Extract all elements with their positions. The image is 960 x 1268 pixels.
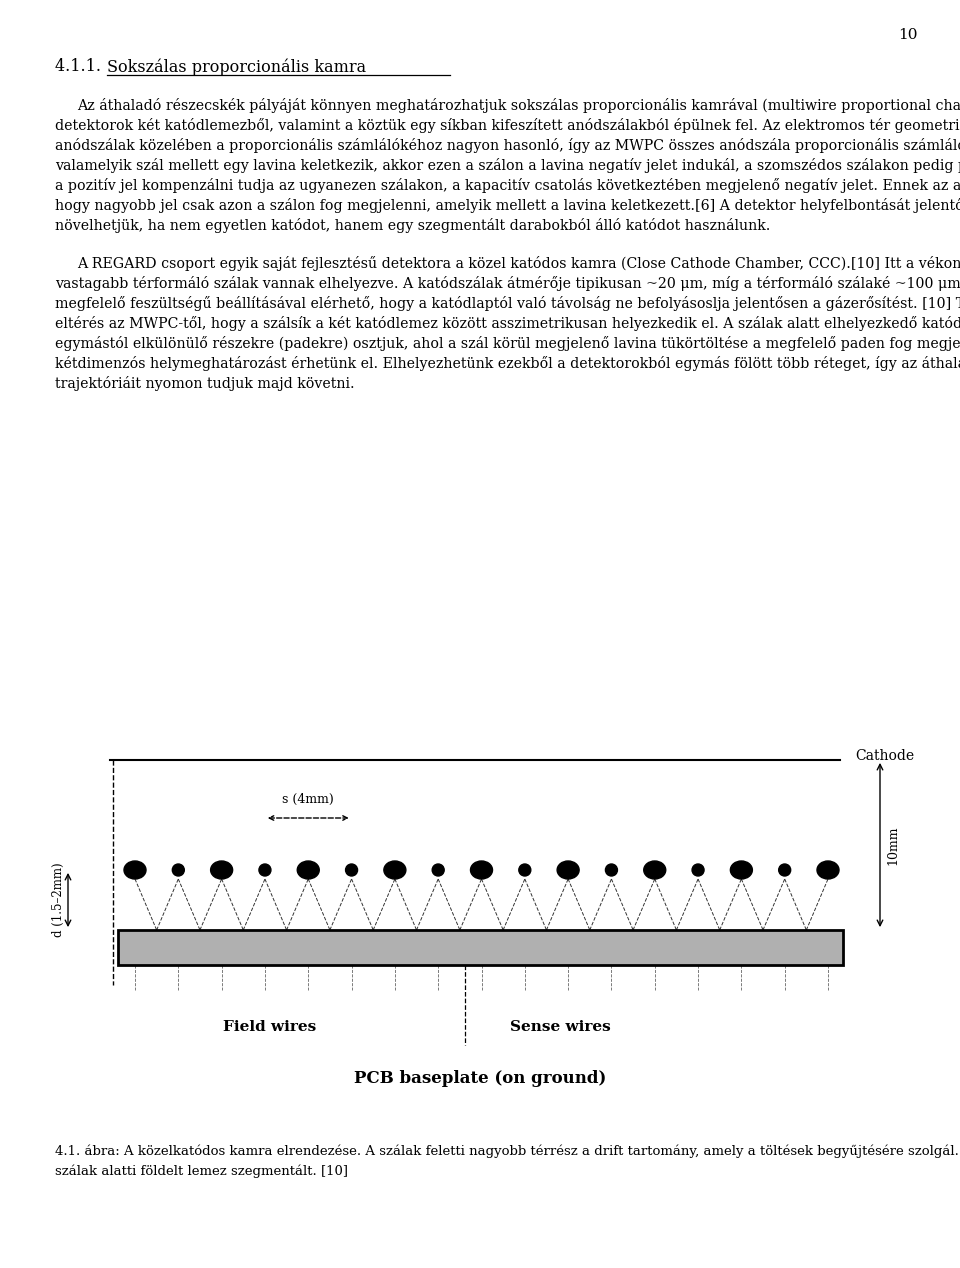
Text: 10: 10 [899, 28, 918, 42]
Ellipse shape [384, 861, 406, 879]
Ellipse shape [731, 861, 753, 879]
Text: 4.1.1.: 4.1.1. [55, 58, 107, 75]
Text: Cathode: Cathode [855, 749, 914, 763]
Text: kétdimenzós helymeghatározást érhetünk el. Elhelyezhetünk ezekből a detektorokbó: kétdimenzós helymeghatározást érhetünk e… [55, 356, 960, 372]
Ellipse shape [470, 861, 492, 879]
Text: növelhetjük, ha nem egyetlen katódot, hanem egy szegmentált darabokból álló kató: növelhetjük, ha nem egyetlen katódot, ha… [55, 218, 770, 233]
Text: d (1.5–2mm): d (1.5–2mm) [52, 862, 64, 937]
Circle shape [779, 864, 791, 876]
Ellipse shape [210, 861, 232, 879]
Bar [118, 929, 843, 965]
Text: 10mm: 10mm [886, 825, 899, 865]
Circle shape [346, 864, 357, 876]
Circle shape [432, 864, 444, 876]
Ellipse shape [124, 861, 146, 879]
Text: a pozitív jel kompenzálni tudja az ugyanezen szálakon, a kapacitív csatolás köve: a pozitív jel kompenzálni tudja az ugyan… [55, 178, 960, 193]
Circle shape [172, 864, 184, 876]
Text: Az áthaladó részecskék pályáját könnyen meghatározhatjuk sokszálas proporcionáli: Az áthaladó részecskék pályáját könnyen … [77, 98, 960, 113]
Text: detektorok két katódlemezből, valamint a köztük egy síkban kifeszített anódszála: detektorok két katódlemezből, valamint a… [55, 118, 960, 133]
Text: valamelyik szál mellett egy lavina keletkezik, akkor ezen a szálon a lavina nega: valamelyik szál mellett egy lavina kelet… [55, 158, 960, 172]
Text: megfelelő feszültségű beállításával elérhető, hogy a katódlaptól való távolság n: megfelelő feszültségű beállításával elér… [55, 295, 960, 311]
Ellipse shape [817, 861, 839, 879]
Text: hogy nagyobb jel csak azon a szálon fog megjelenni, amelyik mellett a lavina kel: hogy nagyobb jel csak azon a szálon fog … [55, 198, 960, 213]
Circle shape [606, 864, 617, 876]
Text: szálak alatti földelt lemez szegmentált. [10]: szálak alatti földelt lemez szegmentált.… [55, 1164, 348, 1178]
Ellipse shape [557, 861, 579, 879]
Text: PCB baseplate (on ground): PCB baseplate (on ground) [354, 1070, 606, 1087]
Circle shape [259, 864, 271, 876]
Text: anódszálak közelében a proporcionális számlálókéhoz nagyon hasonló, így az MWPC : anódszálak közelében a proporcionális sz… [55, 138, 960, 153]
Text: Field wires: Field wires [224, 1019, 317, 1033]
Text: Sokszálas proporcionális kamra: Sokszálas proporcionális kamra [107, 58, 366, 76]
Text: 4.1. ábra: A közelkatódos kamra elrendezése. A szálak feletti nagyobb térrész a : 4.1. ábra: A közelkatódos kamra elrendez… [55, 1145, 960, 1159]
Ellipse shape [644, 861, 665, 879]
Text: Sense wires: Sense wires [510, 1019, 611, 1033]
Circle shape [518, 864, 531, 876]
Text: trajektóriáit nyomon tudjuk majd követni.: trajektóriáit nyomon tudjuk majd követni… [55, 377, 354, 391]
Text: egymástól elkülönülő részekre (padekre) osztjuk, ahol a szál körül megjelenő lav: egymástól elkülönülő részekre (padekre) … [55, 336, 960, 351]
Text: A REGARD csoport egyik saját fejlesztésű detektora a közel katódos kamra (Close : A REGARD csoport egyik saját fejlesztésű… [77, 256, 960, 271]
Text: eltérés az MWPC-től, hogy a szálsík a két katódlemez között asszimetrikusan hely: eltérés az MWPC-től, hogy a szálsík a ké… [55, 316, 960, 331]
Ellipse shape [298, 861, 320, 879]
Text: vastagabb térformáló szálak vannak elhelyezve. A katódszálak átmérője tipikusan : vastagabb térformáló szálak vannak elhel… [55, 276, 960, 290]
Text: s (4mm): s (4mm) [282, 792, 334, 806]
Circle shape [692, 864, 704, 876]
